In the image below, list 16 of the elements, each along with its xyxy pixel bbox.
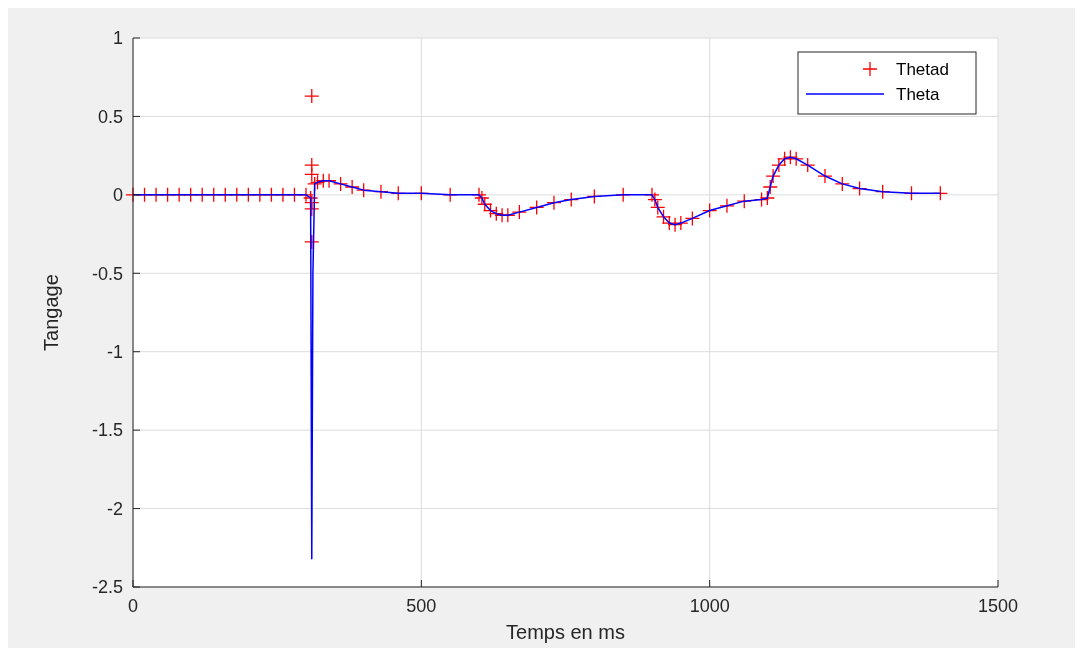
y-tick-label: 0.5 (97, 106, 123, 127)
x-tick-label: 500 (406, 596, 437, 616)
y-tick-label: 1 (112, 28, 123, 49)
x-tick-label: 1000 (689, 596, 730, 616)
y-tick-label: -0.5 (91, 263, 123, 284)
x-axis-title: Temps en ms (506, 621, 625, 643)
y-tick-label: -2 (106, 498, 123, 519)
y-tick-label: -1.5 (91, 420, 123, 441)
x-tick-label: 1500 (977, 596, 1019, 616)
y-axis-title: Tangage (40, 274, 62, 351)
legend-label: Thetad (896, 59, 949, 79)
y-tick-label: -1 (106, 342, 123, 363)
legend-label: Theta (896, 84, 941, 104)
y-tick-label: 0 (112, 185, 123, 206)
x-tick-label: 0 (127, 596, 139, 616)
y-tick-label: -2.5 (91, 577, 123, 598)
